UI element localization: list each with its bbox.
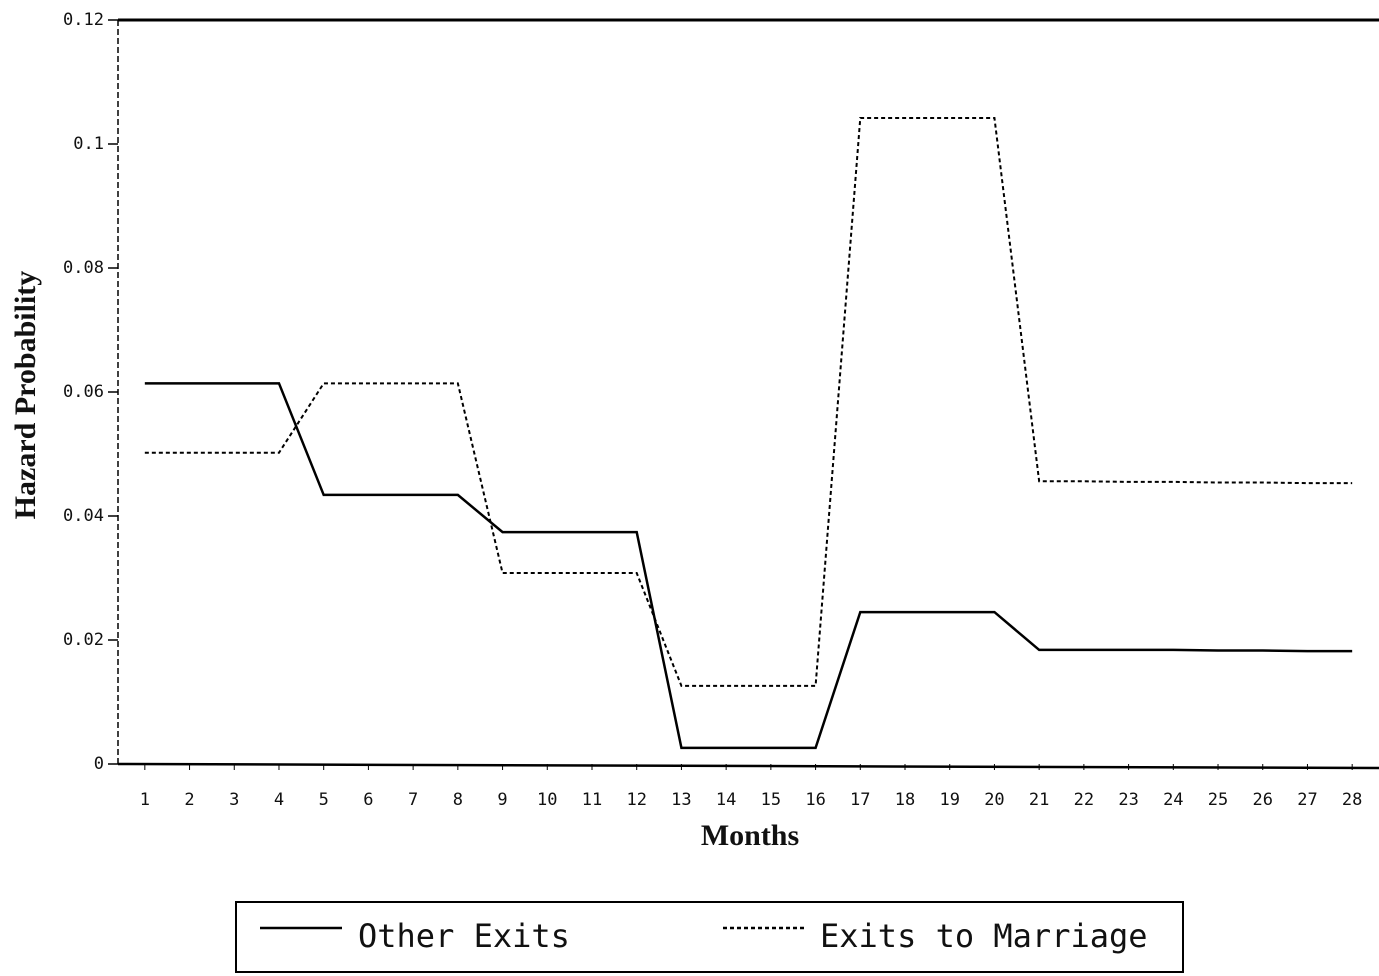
x-tick-label: 19 (939, 790, 959, 810)
series-line (144, 382, 1353, 750)
y-tick-label: 0.08 (63, 258, 104, 278)
x-tick-label: 26 (1252, 790, 1272, 810)
x-tick-label: 18 (895, 790, 915, 810)
x-tick-label: 23 (1118, 790, 1138, 810)
x-tick-label: 16 (805, 790, 825, 810)
x-tick-label: 13 (671, 790, 691, 810)
x-tick-label: 1 (140, 790, 150, 810)
x-tick-label: 24 (1163, 790, 1183, 810)
x-tick-label: 15 (761, 790, 781, 810)
series-line (144, 116, 1353, 687)
legend-label: Other Exits (358, 917, 570, 955)
x-tick-label: 17 (850, 790, 870, 810)
x-tick-label: 6 (363, 790, 373, 810)
x-tick-label: 2 (184, 790, 194, 810)
legend-box (235, 901, 1184, 973)
y-tick-label: 0 (94, 754, 104, 774)
x-tick-label: 9 (497, 790, 507, 810)
x-tick-label: 14 (716, 790, 736, 810)
x-tick-label: 25 (1208, 790, 1228, 810)
x-tick-label: 12 (626, 790, 646, 810)
legend-label: Exits to Marriage (820, 917, 1148, 955)
x-axis-title: Months (701, 819, 799, 852)
x-tick-label: 20 (984, 790, 1004, 810)
y-tick-label: 0.1 (73, 134, 104, 154)
x-tick-label: 21 (1029, 790, 1049, 810)
x-tick-label: 8 (453, 790, 463, 810)
x-tick-label: 5 (319, 790, 329, 810)
y-tick-label: 0.02 (63, 630, 104, 650)
y-tick-label: 0.12 (63, 10, 104, 30)
x-tick-label: 4 (274, 790, 284, 810)
y-tick-label: 0.04 (63, 506, 104, 526)
y-axis-title: Hazard Probability (9, 271, 42, 520)
y-tick-label: 0.06 (63, 382, 104, 402)
x-tick-label: 27 (1297, 790, 1317, 810)
x-tick-label: 22 (1074, 790, 1094, 810)
x-tick-label: 10 (537, 790, 557, 810)
x-tick-label: 3 (229, 790, 239, 810)
x-tick-label: 28 (1342, 790, 1362, 810)
x-tick-label: 11 (582, 790, 602, 810)
x-tick-label: 7 (408, 790, 418, 810)
x-axis (117, 762, 1379, 770)
